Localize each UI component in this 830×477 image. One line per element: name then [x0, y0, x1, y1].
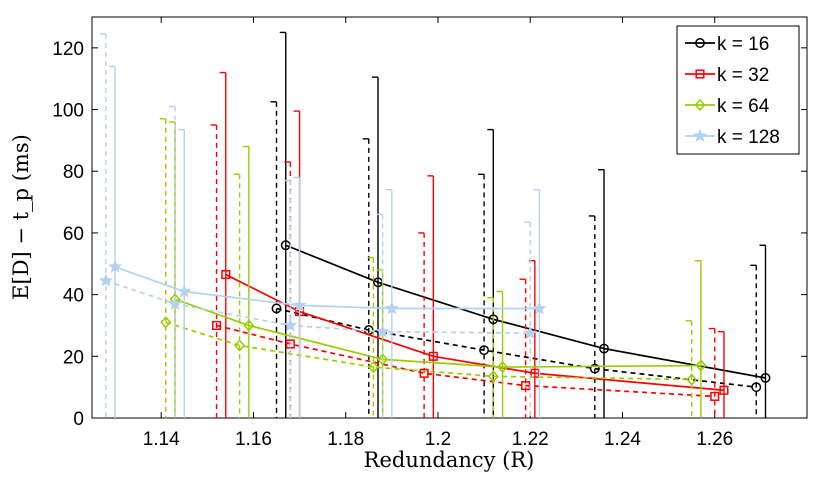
data-point: [108, 259, 123, 273]
data-point: [589, 363, 600, 374]
data-point: [377, 353, 389, 366]
legend-marker: [692, 128, 708, 142]
y-tick-label: 0: [73, 409, 84, 430]
y-tick-label: 80: [63, 162, 84, 183]
data-point: [695, 359, 707, 372]
data-point: [285, 339, 295, 349]
legend-label: k = 16: [717, 34, 769, 55]
data-point: [760, 372, 771, 383]
y-tick-label: 40: [63, 286, 84, 307]
y-tick-label: 120: [52, 39, 84, 60]
x-tick-label: 1.24: [604, 429, 641, 450]
data-point: [599, 343, 609, 354]
legend-label: k = 128: [717, 127, 780, 148]
data-point: [532, 301, 547, 315]
data-point: [751, 382, 762, 393]
legend-label: k = 32: [717, 65, 769, 86]
legend: k = 16 k = 32 k = 64 k = 128: [676, 25, 800, 155]
data-point: [292, 298, 307, 312]
data-point: [160, 316, 172, 329]
data-point: [243, 319, 255, 332]
series-layer: [98, 31, 771, 418]
data-point: [271, 303, 282, 314]
data-point: [221, 270, 231, 280]
y-tick-label: 100: [52, 101, 84, 122]
x-tick-label: 1.18: [327, 429, 364, 450]
data-point: [479, 345, 490, 356]
data-point: [686, 373, 698, 386]
data-point: [177, 284, 192, 298]
legend-marker: [694, 98, 706, 112]
y-axis-label: E[D] − t_p (ms): [9, 134, 33, 300]
dashed-line: [276, 307, 757, 388]
data-point: [283, 318, 298, 332]
y-tick-label: 20: [63, 347, 84, 368]
x-axis: 1.14 1.16 1.18 1.2 1.22 1.24 1.26: [143, 17, 733, 450]
dashed-line: [216, 324, 715, 398]
legend-marker: [695, 69, 705, 79]
y-axis: 0 20 40 60 80 100 120: [52, 39, 807, 430]
dashed-line: [165, 321, 692, 381]
data-point: [428, 351, 438, 361]
solid-line: [225, 273, 725, 392]
data-point: [488, 314, 499, 325]
x-tick-label: 1.2: [425, 429, 451, 450]
series-3: [98, 33, 547, 418]
data-point: [419, 368, 429, 378]
x-axis-label: Redundancy (R): [364, 448, 535, 472]
x-tick-label: 1.14: [143, 429, 180, 450]
data-point: [384, 301, 399, 315]
legend-marker: [695, 38, 705, 48]
x-tick-label: 1.22: [512, 429, 549, 450]
x-tick-label: 1.16: [235, 429, 272, 450]
data-point: [523, 325, 538, 340]
data-point: [375, 324, 390, 338]
data-point: [98, 273, 113, 287]
y-tick-label: 60: [63, 224, 84, 245]
data-point: [710, 391, 720, 401]
data-point: [719, 385, 729, 395]
legend-box: [676, 25, 800, 155]
data-point: [521, 381, 531, 391]
data-point: [234, 339, 246, 352]
data-point: [211, 320, 222, 331]
data-point: [487, 370, 499, 383]
legend-label: k = 64: [717, 96, 770, 117]
data-point: [367, 360, 379, 374]
x-tick-label: 1.26: [696, 429, 733, 450]
data-point: [530, 368, 540, 378]
data-point: [497, 360, 509, 374]
data-point: [168, 296, 183, 310]
